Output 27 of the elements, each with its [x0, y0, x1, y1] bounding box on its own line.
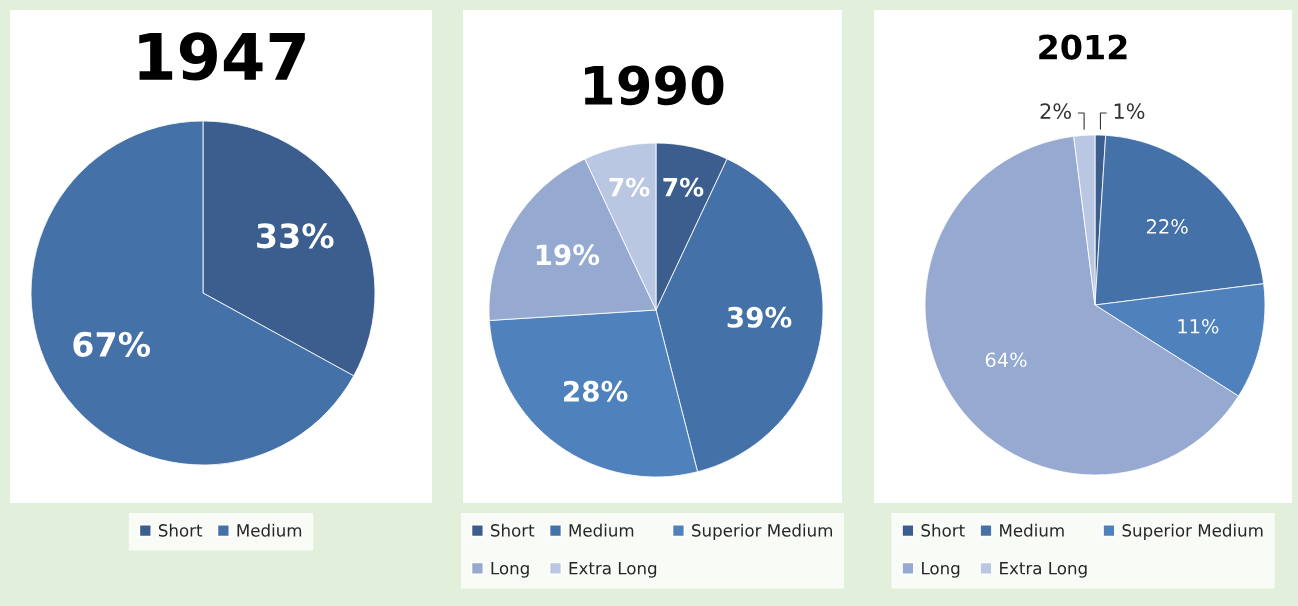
- legend-label: Long: [922, 562, 960, 578]
- legend-label: Short: [921, 523, 965, 537]
- data-label: 33%: [257, 223, 334, 249]
- chart-title: 1947: [139, 32, 305, 81]
- data-label: 7%: [609, 177, 650, 197]
- legend-label: Short: [158, 523, 203, 537]
- legend-label: Long: [491, 562, 529, 578]
- legend-label: Superior Medium: [1122, 523, 1263, 540]
- legend-label: Medium: [237, 523, 302, 537]
- legend-label: Extra Long: [1000, 562, 1087, 578]
- legend-label: Superior Medium: [692, 523, 832, 540]
- data-label: 1%: [1114, 103, 1145, 120]
- data-label: 11%: [1178, 318, 1219, 334]
- data-label: 19%: [536, 244, 600, 266]
- data-label: 2%: [1040, 103, 1071, 120]
- data-label: 39%: [727, 306, 792, 328]
- legend-label: Short: [491, 523, 535, 537]
- legend-label: Medium: [1000, 523, 1064, 537]
- data-label: 22%: [1146, 219, 1188, 234]
- chart-title: 1990: [585, 65, 724, 106]
- data-label: 7%: [663, 177, 704, 197]
- chart-title: 2012: [1039, 34, 1127, 60]
- data-label: 64%: [985, 352, 1027, 368]
- legend-label: Extra Long: [569, 562, 657, 578]
- legend-label: Medium: [569, 523, 634, 537]
- data-label: 67%: [73, 331, 151, 357]
- data-label: 28%: [564, 380, 628, 402]
